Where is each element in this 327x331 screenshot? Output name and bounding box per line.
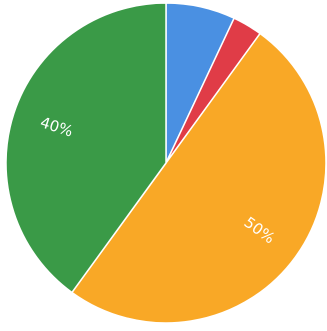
pie-slice-3 (5, 2, 167, 294)
pie-slice-2 (71, 32, 327, 324)
